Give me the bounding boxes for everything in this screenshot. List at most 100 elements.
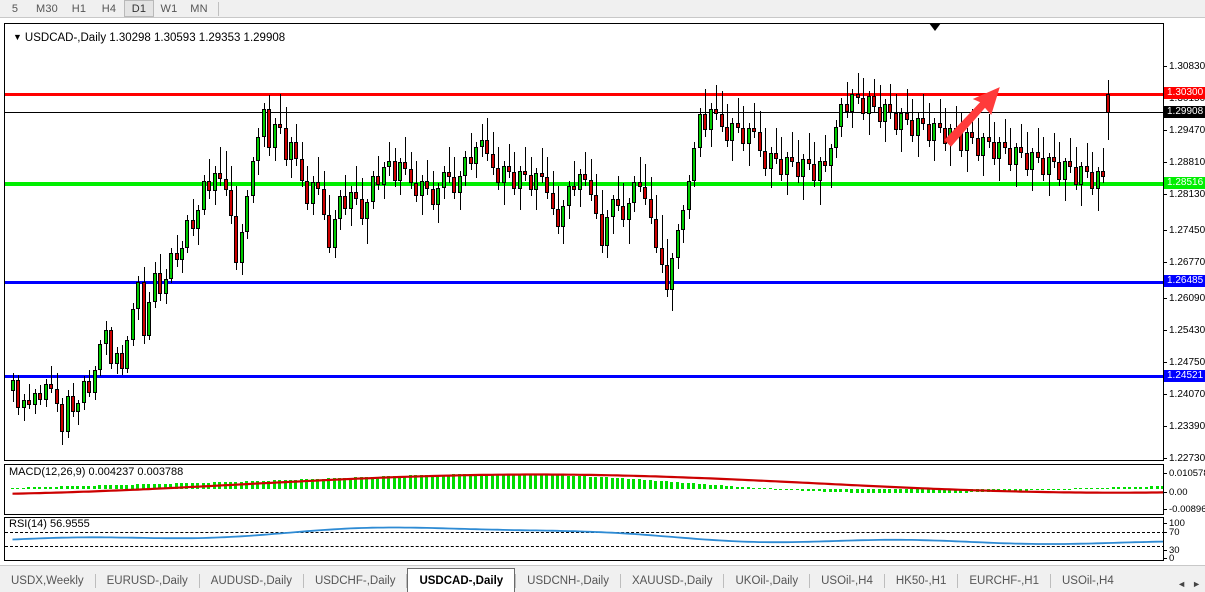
macd-histogram-bar [833,489,837,493]
chart-tab-audusd-daily[interactable]: AUDUSD-,Daily [210,575,292,587]
price-chart-pane[interactable]: ▼ USDCAD-,Daily 1.30298 1.30593 1.29353 1… [4,23,1164,461]
support-line-blue-upper[interactable] [5,281,1163,284]
timeframe-button-5[interactable]: 5 [11,2,19,15]
macd-histogram-bar [419,475,423,489]
support-green-price-badge[interactable]: 1.28516 [1164,177,1205,189]
rsi-scale-axis: 100 70 30 0 [1164,517,1205,564]
macd-histogram-bar [594,476,598,489]
candle-body-bullish [566,185,571,206]
candle-body-bearish [512,172,517,189]
last-price-badge[interactable]: 1.29908 [1164,106,1205,118]
chart-tab-usdcad-daily[interactable]: USDCAD-,Daily [407,568,516,592]
macd-histogram-bar [354,477,358,489]
macd-histogram-bar [561,475,565,489]
support-line-blue-lower[interactable] [5,375,1163,378]
candle-body-bearish [354,192,359,200]
candle-body-bearish [87,381,92,393]
chart-tab-ukoil-daily[interactable]: UKOil-,Daily [735,575,799,587]
candle-body-bearish [545,176,550,193]
macd-histogram-bar [1019,489,1023,491]
macd-histogram-bar [316,478,320,489]
macd-indicator-pane[interactable]: MACD(12,26,9) 0.004237 0.003788 [4,464,1164,515]
candle-wick [923,93,924,130]
candle-body-bearish [283,127,288,161]
tick-value: 1.28810 [1169,157,1205,168]
timeframe-button-h1[interactable]: H1 [71,2,87,15]
collapse-caret-icon[interactable]: ▼ [13,32,22,42]
tick-value: 1.28130 [1169,189,1205,200]
candle-body-bearish [539,173,544,177]
chart-tab-usdx-weekly[interactable]: USDX,Weekly [11,575,84,587]
macd-histogram-bar [1068,489,1072,490]
tab-divider [515,574,517,588]
macd-histogram-bar [665,481,668,489]
rsi-indicator-pane[interactable]: RSI(14) 56.9555 [4,517,1164,561]
price-tick-label: 1.26770 [1164,258,1205,268]
macd-histogram-bar [850,489,854,493]
support-blue-lower-price-badge[interactable]: 1.24521 [1164,370,1205,382]
support-line-green[interactable] [5,182,1163,186]
candle-body-bullish [801,158,806,177]
candle-body-bearish [523,171,528,175]
chart-tab-eurchf-h1[interactable]: EURCHF-,H1 [969,575,1039,587]
chart-tab-usdcnh-daily[interactable]: USDCNH-,Daily [527,575,609,587]
candle-body-bullish [1030,151,1035,171]
candle-body-bearish [926,123,931,142]
resistance-line-red[interactable] [5,93,1163,96]
candle-body-bearish [528,174,533,191]
candle-body-bullish [196,209,201,230]
macd-tick-label: 0.010578 [1164,469,1205,479]
candle-body-bearish [174,253,179,261]
macd-histogram-bar [942,489,946,494]
macd-histogram-bar [539,474,543,489]
chart-tab-strip: USDX,Weekly EURUSD-,Daily AUDUSD-,Daily USD… [0,565,1205,592]
timeframe-button-m30[interactable]: M30 [36,2,58,15]
candle-body-bullish [163,278,168,295]
chart-tab-usoil-h4[interactable]: USOil-,H4 [1062,575,1114,587]
macd-histogram-bar [659,480,663,489]
candle-body-bullish [370,175,375,203]
timeframe-button-w1[interactable]: W1 [160,2,178,15]
macd-histogram-bar [109,485,113,489]
macd-histogram-bar [348,477,352,489]
candle-body-bearish [1008,147,1013,166]
candle-wick [471,133,472,171]
macd-histogram-bar [158,483,162,489]
candle-body-bearish [485,139,490,155]
candle-body-bullish [256,137,261,162]
candle-wick [209,158,210,200]
chart-tab-xauusd-daily[interactable]: XAUUSD-,Daily [631,575,713,587]
chart-tab-eurusd-daily[interactable]: EURUSD-,Daily [106,575,188,587]
candle-wick [640,156,641,193]
chart-tab-hk50-h1[interactable]: HK50-,H1 [895,575,947,587]
resistance-price-badge[interactable]: 1.30300 [1164,87,1205,99]
macd-histogram-bar [784,489,788,490]
tab-divider [723,574,725,588]
timeframe-button-mn[interactable]: MN [190,2,208,15]
price-scale-axis[interactable]: 1.308301.301501.294701.288101.281301.274… [1164,23,1205,464]
price-tick-label: 1.28810 [1164,158,1205,168]
chart-tab-usdchf-daily[interactable]: USDCHF-,Daily [314,575,396,587]
candle-wick [509,144,510,178]
tab-scroll-next-icon[interactable]: ► [1192,579,1201,589]
macd-histogram-bar [953,489,957,493]
timeframe-button-h4[interactable]: H4 [101,2,117,15]
candle-body-bullish [768,152,773,169]
timeframe-button-d1[interactable]: D1 [124,0,154,17]
candle-body-bearish [1051,156,1056,163]
price-tick-label: 1.24070 [1164,390,1205,400]
tab-divider [198,574,200,588]
candle-wick [585,151,586,186]
chart-tab-usoil-h4[interactable]: USOil-,H4 [821,575,873,587]
tick-dash [1164,229,1167,231]
candle-body-bearish [970,132,975,139]
candle-body-bearish [190,220,195,230]
candle-body-bullish [76,403,81,413]
candle-body-bullish [534,173,539,191]
tab-scroll-prev-icon[interactable]: ◄ [1177,579,1187,589]
support-blue-upper-price-badge[interactable]: 1.26485 [1164,275,1205,287]
candle-body-bullish [610,199,615,218]
candle-body-bullish [997,142,1002,159]
candle-body-bearish [959,133,964,151]
current-price-line-black[interactable] [5,112,1163,113]
